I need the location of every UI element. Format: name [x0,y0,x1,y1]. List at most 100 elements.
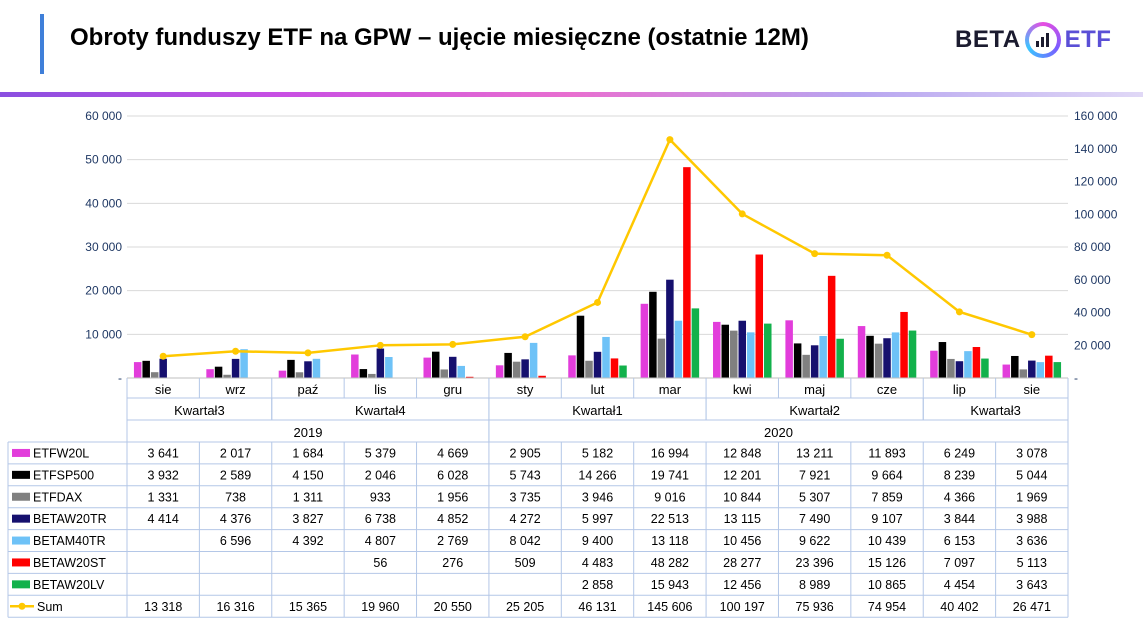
table-cell: 6 028 [437,468,468,482]
table-cell: 7 097 [944,556,975,570]
bar-etfdax [947,358,955,378]
table-cell: 3 844 [944,512,975,526]
year-label: 2019 [294,425,323,440]
table-cell: 13 211 [796,446,833,460]
x-tick-label: wrz [224,382,245,397]
legend-label: Sum [37,600,63,614]
table-cell: 5 379 [365,446,396,460]
table-cell: 48 282 [651,556,689,570]
table-cell: 14 266 [578,468,616,482]
bar-etfdax [585,360,593,378]
bar-betaw20lv [836,338,844,378]
bar-betam40tr [891,332,900,378]
y-right-tick-label: 160 000 [1074,109,1118,123]
x-tick-label: sie [155,382,172,397]
quarter-label: Kwartał3 [970,403,1021,418]
etf-turnover-chart: - 10 000 20 000 30 000 40 000 50 000 60 000 - 20… [7,109,1118,618]
table-cell: 13 115 [724,512,761,526]
bar-betam40tr [674,320,683,378]
y-right-tick-label: 140 000 [1074,142,1118,156]
y-right-tick-label: - [1074,371,1078,385]
table-cell: 10 865 [868,578,906,592]
table-cell: 7 490 [799,512,830,526]
bar-betaw20tr [304,361,312,378]
bar-betam40tr [385,357,393,378]
y-right-tick-label: 20 000 [1074,338,1111,352]
sum-line-point [376,341,384,349]
table-cell: 20 550 [434,600,472,614]
table-cell: 12 201 [723,468,761,482]
bar-betaw20tr [448,356,457,378]
bar-betaw20tr [159,358,167,378]
bar-etfsp500 [793,343,802,378]
bar-betam40tr [312,358,321,378]
x-tick-label: sty [517,382,534,397]
bar-etfw20l [930,350,938,378]
bar-betam40tr [1036,362,1045,378]
bar-betaw20lv [908,330,917,378]
table-cell: 15 126 [868,556,906,570]
table-cell: 6 596 [220,534,251,548]
table-cell: 1 956 [437,490,468,504]
bar-betaw20tr [738,320,747,378]
y-right-tick-label: 80 000 [1074,240,1111,254]
table-cell: 8 239 [944,468,975,482]
bar-etfdax [874,343,883,378]
table-cell: 7 921 [799,468,830,482]
beta-etf-logo: BETA ETF [955,18,1111,62]
y-right-tick-label: 40 000 [1074,306,1111,320]
bar-betaw20st [610,358,619,378]
bar-etfsp500 [142,360,150,378]
table-cell: 6 249 [944,446,975,460]
table-cell: 9 664 [871,468,902,482]
table-cell: 2 017 [220,446,251,460]
bar-betaw20lv [764,323,772,378]
table-cell: 6 738 [365,512,396,526]
y-left-tick-label: - [118,371,122,385]
bar-betaw20st [683,167,691,378]
logo-text-beta: BETA [955,26,1021,53]
table-cell: 1 684 [292,446,323,460]
table-cell: 9 400 [582,534,613,548]
header-gradient-rule [0,92,1143,97]
sum-line-point [521,333,529,341]
title-accent-bar [40,14,44,74]
bar-etfsp500 [1011,355,1019,378]
bar-betaw20st [1045,355,1053,378]
bar-betaw20st [465,376,474,378]
table-cell: 1 311 [293,490,323,504]
table-cell: 4 376 [220,512,251,526]
table-cell: 8 042 [509,534,540,548]
bar-betaw20tr [521,359,529,378]
legend-swatch-betaw20st [12,558,30,567]
x-tick-label: lis [374,382,387,397]
table-cell: 5 113 [1017,556,1047,570]
table-cell: 2 905 [509,446,540,460]
bar-betaw20lv [619,365,627,378]
table-cell: 19 960 [361,600,399,614]
bar-betaw20tr [376,348,385,378]
table-cell: 4 392 [292,534,323,548]
x-tick-label: cze [877,382,897,397]
bar-etfw20l [133,362,142,378]
legend-swatch-betam40tr [12,536,30,545]
table-cell: 4 807 [365,534,396,548]
bar-etfsp500 [649,291,657,378]
bar-etfsp500 [504,352,512,378]
y-left-tick-label: 60 000 [85,109,122,123]
table-cell: 145 606 [647,600,692,614]
table-cell: 5 997 [582,512,613,526]
table-cell: 16 316 [216,600,254,614]
bar-etfdax [150,372,159,378]
quarter-label: Kwartał4 [355,403,406,418]
y-left-tick-label: 10 000 [85,327,122,341]
bar-etfw20l [640,303,649,378]
bar-betam40tr [819,335,827,378]
table-cell: 46 131 [578,600,616,614]
bar-betaw20tr [593,351,602,378]
table-cell: 3 643 [1016,578,1047,592]
table-cell: 2 858 [582,578,613,592]
table-cell: 3 078 [1016,446,1047,460]
x-tick-label: maj [804,382,825,397]
table-cell: 26 471 [1013,600,1051,614]
